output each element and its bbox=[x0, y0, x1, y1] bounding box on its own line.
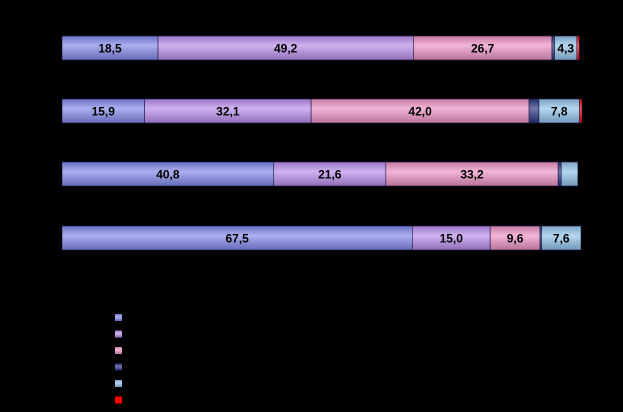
bar-segment bbox=[61, 225, 413, 251]
bar-segment bbox=[528, 98, 540, 124]
bar-segment bbox=[157, 35, 414, 61]
bar-segment bbox=[273, 161, 387, 187]
data-label: 21,6 bbox=[318, 168, 342, 182]
bar-segment bbox=[412, 225, 491, 251]
data-label: 7,8 bbox=[551, 105, 568, 119]
bar-segment bbox=[61, 98, 145, 124]
data-label: 15,0 bbox=[440, 232, 464, 246]
legend-swatch bbox=[115, 347, 122, 354]
legend-swatch bbox=[115, 380, 122, 387]
legend-swatch bbox=[115, 330, 122, 338]
bar-segment bbox=[413, 35, 553, 61]
bar-segment bbox=[551, 35, 555, 61]
data-label: 49,2 bbox=[274, 42, 298, 56]
data-label: 42,0 bbox=[408, 105, 432, 119]
legend bbox=[115, 314, 122, 404]
data-label: 4,3 bbox=[557, 42, 574, 56]
data-label: 32,1 bbox=[216, 105, 240, 119]
data-label: 33,2 bbox=[460, 168, 484, 182]
bars-group: 18,5 49,2 26,7 4,3 15,9 32,1 42,0 7,8 40,8 21,6 33… bbox=[61, 35, 583, 251]
bar-segment bbox=[579, 98, 583, 124]
bar-segment bbox=[61, 35, 159, 61]
bar-segment bbox=[560, 161, 579, 187]
bar-segment bbox=[61, 161, 275, 187]
legend-swatch bbox=[115, 363, 122, 371]
bar-segment bbox=[310, 98, 530, 124]
data-label: 15,9 bbox=[92, 105, 116, 119]
legend-swatch bbox=[115, 314, 122, 321]
bar-segment bbox=[489, 225, 541, 251]
data-label: 7,6 bbox=[553, 232, 570, 246]
bar-segment bbox=[144, 98, 312, 124]
data-label: 18,5 bbox=[98, 42, 122, 56]
bar-segment bbox=[385, 161, 559, 187]
data-label: 67,5 bbox=[225, 232, 249, 246]
data-label: 9,6 bbox=[507, 232, 524, 246]
data-label: 26,7 bbox=[471, 42, 495, 56]
bar-segment bbox=[541, 225, 582, 251]
legend-swatch bbox=[115, 396, 122, 404]
bar-segment bbox=[557, 161, 562, 187]
bar-segment bbox=[576, 35, 580, 61]
data-label: 40,8 bbox=[156, 168, 180, 182]
